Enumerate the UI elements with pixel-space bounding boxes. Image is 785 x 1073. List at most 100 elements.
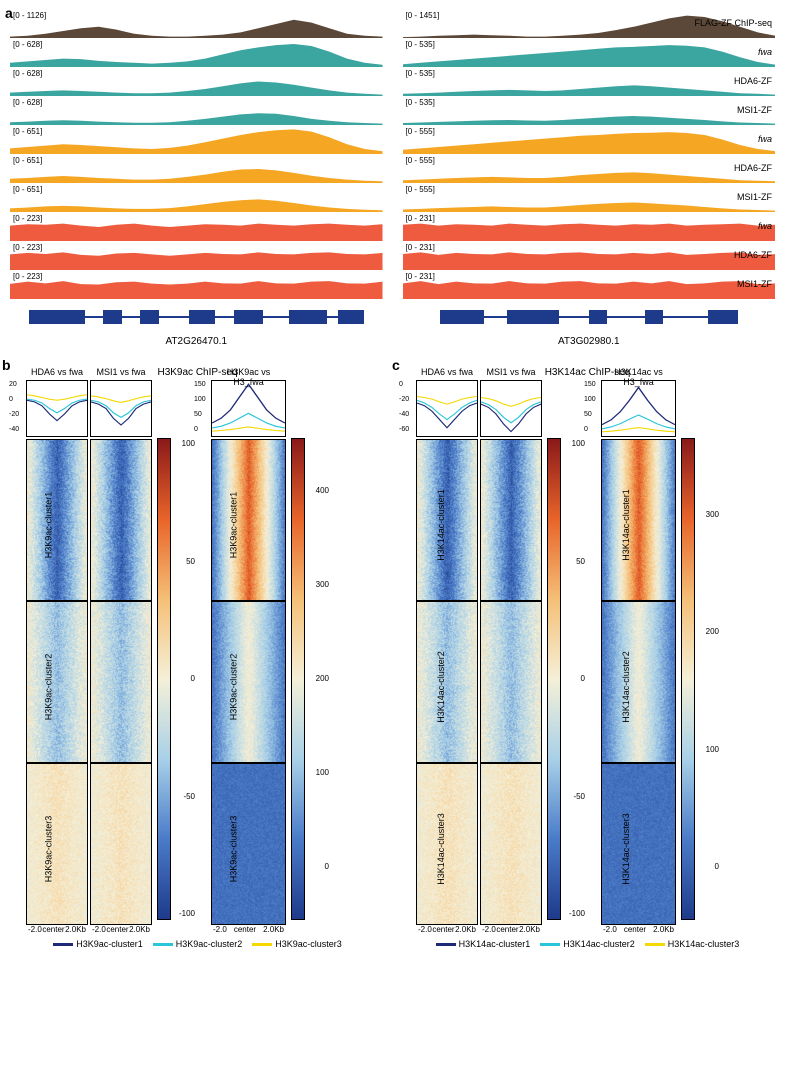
panel-a: a [0 - 1126]H3K9ac[0 - 628][0 - 628][0 -… <box>10 10 775 347</box>
track: [0 - 223] <box>10 213 383 241</box>
profile-plot: MSI1 vs fwa <box>480 380 542 437</box>
track-scale: [0 - 555] <box>406 127 435 136</box>
exon <box>189 310 215 324</box>
legend: H3K14ac-cluster1H3K14ac-cluster2H3K14ac-… <box>400 939 775 949</box>
y-tick: -20 <box>9 411 19 418</box>
heatmap: H3K9ac-cluster2 <box>211 601 286 763</box>
legend-swatch <box>153 943 173 946</box>
exon <box>234 310 264 324</box>
profile-title: H3K9ac vs H3_fwa <box>212 367 285 387</box>
cluster-label: H3K14ac-cluster1 <box>436 489 446 561</box>
colorbar-tick: 400 <box>316 486 329 495</box>
exon <box>440 310 485 324</box>
heatmap <box>480 439 542 601</box>
heatmap: H3K9ac-cluster3 <box>26 763 88 925</box>
exon <box>289 310 326 324</box>
y-tick: 150 <box>584 381 596 388</box>
colorbar-tick: 0 <box>715 862 719 871</box>
x-axis: -2.0center2.0Kb <box>211 925 286 934</box>
legend-swatch <box>53 943 73 946</box>
track: [0 - 628] <box>10 97 383 125</box>
heatmap-column: HDA6 vs fwa0-20-40-60H3K14ac-cluster1H3K… <box>416 380 478 934</box>
legend-item: H3K14ac-cluster2 <box>540 939 635 949</box>
cluster-label: H3K14ac-cluster2 <box>436 651 446 723</box>
cluster-label: H3K14ac-cluster1 <box>621 489 631 561</box>
y-tick: -60 <box>399 426 409 433</box>
colorbar-tick: -100 <box>569 909 585 918</box>
colorbar-tick: 100 <box>706 745 719 754</box>
profile-plot: MSI1 vs fwa <box>90 380 152 437</box>
panel-bc-container: b H3K9ac ChIP-seqHDA6 vs fwa200-20-40H3K… <box>10 367 775 949</box>
profile-title: HDA6 vs fwa <box>417 367 477 377</box>
legend-label: H3K14ac-cluster1 <box>459 939 531 949</box>
track: [0 - 628] <box>10 39 383 67</box>
legend-item: H3K9ac-cluster3 <box>252 939 342 949</box>
track-scale: [0 - 651] <box>13 185 42 194</box>
track-label: MSI1-ZF <box>737 105 772 115</box>
heatmap <box>90 763 152 925</box>
track-scale: [0 - 651] <box>13 127 42 136</box>
track-label: MSI1-ZF <box>737 279 772 289</box>
track-scale: [0 - 231] <box>406 243 435 252</box>
heatmap: H3K14ac-cluster3 <box>416 763 478 925</box>
heatmap: H3K9ac-cluster3 <box>211 763 286 925</box>
legend-swatch <box>436 943 456 946</box>
track-scale: [0 - 223] <box>13 243 42 252</box>
colorbar-tick: 0 <box>581 674 585 683</box>
track-scale: [0 - 628] <box>13 40 42 49</box>
x-axis: -2.0center2.0Kb <box>416 925 478 934</box>
heatmap: H3K9ac-cluster2 <box>26 601 88 763</box>
track-scale: [0 - 223] <box>13 214 42 223</box>
track-group-3: [0 - 231]fwa[0 - 231]HDA6-ZF[0 - 231]MSI… <box>403 213 776 299</box>
colorbar: 3002001000 <box>681 438 695 920</box>
panel-b: b H3K9ac ChIP-seqHDA6 vs fwa200-20-40H3K… <box>10 367 385 949</box>
x-axis: -2.0center2.0Kb <box>480 925 542 934</box>
exon <box>140 310 159 324</box>
heatmap <box>480 763 542 925</box>
track: [0 - 651] <box>10 126 383 154</box>
legend-label: H3K9ac-cluster2 <box>176 939 243 949</box>
track-group-1: H3K9ac[0 - 628][0 - 628][0 - 628] <box>10 39 383 125</box>
cluster-label: H3K9ac-cluster3 <box>228 816 238 883</box>
colorbar-tick: 50 <box>576 557 585 566</box>
gene-name: AT2G26470.1 <box>10 336 383 347</box>
track-scale: [0 - 223] <box>13 272 42 281</box>
track-group-3: H3[0 - 223][0 - 223][0 - 223] <box>10 213 383 299</box>
track: [0 - 628] <box>10 68 383 96</box>
panel-c-label: c <box>392 357 400 373</box>
colorbar-tick: 50 <box>186 557 195 566</box>
y-tick: -40 <box>9 426 19 433</box>
colorbar-tick: -50 <box>183 792 195 801</box>
x-axis: -2.0center2.0Kb <box>601 925 676 934</box>
cluster-label: H3K9ac-cluster2 <box>228 654 238 721</box>
track-scale: [0 - 1126] <box>13 11 46 20</box>
track-label: HDA6-ZF <box>734 250 772 260</box>
colorbar-tick: 0 <box>191 674 195 683</box>
legend-label: H3K9ac-cluster3 <box>275 939 342 949</box>
track: [0 - 223] <box>10 242 383 270</box>
exon <box>645 310 664 324</box>
exon <box>338 310 364 324</box>
track-group-0: [0 - 1451]FLAG-ZF ChIP-seq <box>403 10 776 38</box>
gene-model <box>403 304 776 334</box>
track-label: fwa <box>758 134 772 144</box>
track-group-0: [0 - 1126] <box>10 10 383 38</box>
heatmap: H3K14ac-cluster3 <box>601 763 676 925</box>
track: [0 - 223] <box>10 271 383 299</box>
colorbar: 100500-50-100 <box>547 438 561 920</box>
gene-name: AT3G02980.1 <box>403 336 776 347</box>
track-scale: [0 - 1451] <box>406 11 440 20</box>
y-tick: -20 <box>399 396 409 403</box>
exon <box>29 310 85 324</box>
cluster-label: H3K14ac-cluster3 <box>621 813 631 885</box>
colorbar-tick: 100 <box>572 439 585 448</box>
profile-plot: H3K14ac vs H3_fwa150100500 <box>601 380 676 437</box>
colorbar: 4003002001000 <box>291 438 305 920</box>
heatmap: H3K9ac-cluster1 <box>211 439 286 601</box>
colorbar-tick: 300 <box>316 580 329 589</box>
legend-swatch <box>540 943 560 946</box>
legend: H3K9ac-cluster1H3K9ac-cluster2H3K9ac-clu… <box>10 939 385 949</box>
track: [0 - 1126] <box>10 10 383 38</box>
track-group-2: [0 - 555]fwa[0 - 555]HDA6-ZF[0 - 555]MSI… <box>403 126 776 212</box>
heatmap-section: HDA6 vs fwa0-20-40-60H3K14ac-cluster1H3K… <box>400 380 775 934</box>
